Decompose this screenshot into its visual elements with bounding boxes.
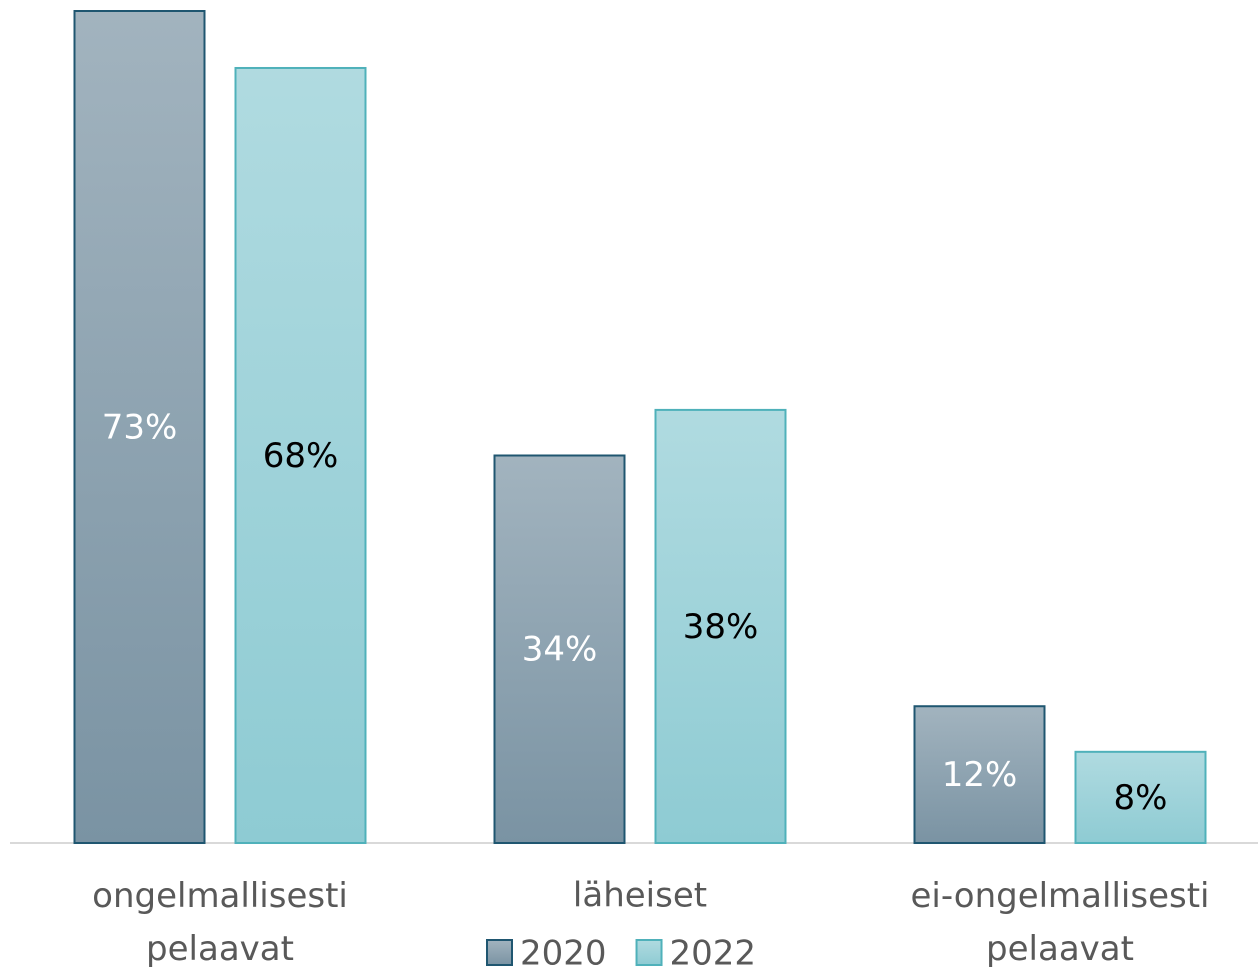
legend-label: 2020 [520, 934, 607, 970]
bar [654, 408, 787, 844]
x-tick-label-line: ongelmallisesti [92, 876, 348, 916]
legend-label: 2022 [670, 934, 757, 970]
bar [234, 66, 367, 844]
x-tick-label: läheiset [573, 876, 707, 916]
x-tick-label: ongelmallisesti pelaavat [92, 876, 348, 969]
data-label: 73% [102, 408, 178, 448]
legend-swatch [635, 939, 663, 966]
bar [913, 705, 1046, 844]
data-label: 8% [1114, 778, 1168, 818]
x-tick-label-line: pelaavat [986, 929, 1134, 969]
x-tick-label: ei-ongelmallisesti pelaavat [911, 876, 1210, 969]
x-tick-label-line: pelaavat [146, 929, 294, 969]
data-label: 12% [942, 755, 1018, 795]
legend-swatch [486, 939, 513, 966]
x-tick-label-line: ei-ongelmallisesti [911, 876, 1210, 916]
bar [493, 454, 626, 844]
data-label: 68% [263, 436, 339, 476]
bar [1074, 750, 1207, 844]
data-label: 38% [683, 607, 759, 647]
data-label: 34% [522, 630, 598, 670]
bar [73, 10, 206, 844]
